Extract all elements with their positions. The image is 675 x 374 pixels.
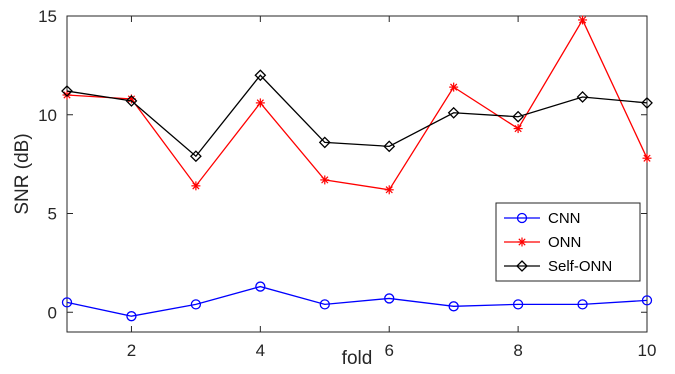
data-point-cnn <box>319 299 330 310</box>
series-cnn <box>61 281 653 322</box>
data-point-cnn <box>577 299 588 310</box>
x-tick-label: 8 <box>513 341 522 360</box>
series-line-cnn <box>66 285 648 317</box>
legend: CNN ONN Self-ONN <box>495 202 641 282</box>
star-stroke <box>256 99 264 107</box>
data-point-onn <box>578 15 588 25</box>
data-point-onn <box>513 124 523 134</box>
data-point-cnn <box>512 299 524 310</box>
data-point-cnn <box>384 293 395 304</box>
data-point-cnn <box>126 311 137 322</box>
data-point-self-onn <box>189 150 202 163</box>
data-point-self-onn <box>512 110 525 123</box>
x-tick-label: 4 <box>256 341 265 360</box>
data-point-self-onn <box>318 136 331 149</box>
data-point-self-onn <box>447 106 460 119</box>
data-point-onn <box>191 181 201 191</box>
axis-layer: 2 4 6 8 10 0 5 10 15 <box>38 7 656 360</box>
x-axis-title: fold <box>342 348 373 369</box>
data-point-self-onn <box>61 85 73 97</box>
x-tick-label: 6 <box>384 341 393 360</box>
data-point-onn <box>255 98 265 108</box>
data-point-onn <box>449 82 459 92</box>
legend-entry-self-onn: Self-ONN <box>504 258 612 275</box>
data-point-cnn <box>255 281 266 292</box>
y-axis-title: SNR (dB) <box>12 133 33 214</box>
data-point-cnn <box>641 295 653 306</box>
star-stroke <box>321 176 329 184</box>
star-stroke <box>514 124 522 133</box>
y-tick-label: 10 <box>38 106 57 125</box>
data-point-cnn <box>448 301 459 312</box>
data-point-cnn <box>61 297 73 308</box>
y-tick-label: 5 <box>48 205 57 224</box>
legend-label: ONN <box>548 234 581 251</box>
plot-frame <box>66 15 648 333</box>
star-stroke <box>518 238 526 246</box>
series-self-onn <box>61 69 653 163</box>
data-point-onn <box>320 175 330 185</box>
series-onn <box>62 15 652 195</box>
star-stroke <box>643 154 651 162</box>
plot-area <box>66 15 648 333</box>
data-point-onn <box>384 185 394 195</box>
data-point-self-onn <box>576 91 589 103</box>
data-point-cnn <box>190 299 202 310</box>
legend-marker <box>517 237 527 247</box>
legend-marker <box>516 212 528 224</box>
x-tick-label: 2 <box>127 341 136 360</box>
y-tick-label: 15 <box>38 7 57 26</box>
star-stroke <box>450 83 458 91</box>
series-line-self-onn <box>66 74 648 158</box>
series-layer <box>61 15 653 322</box>
data-point-self-onn <box>125 95 138 107</box>
legend-entry-cnn: CNN <box>504 210 581 227</box>
legend-entry-onn: ONN <box>504 234 581 251</box>
legend-marker <box>516 260 528 272</box>
data-point-self-onn <box>383 140 396 153</box>
data-point-onn <box>642 153 652 163</box>
legend-label: CNN <box>548 210 581 227</box>
data-point-self-onn <box>641 96 653 109</box>
series-line-onn <box>66 18 648 191</box>
star-stroke <box>63 91 71 99</box>
star-stroke <box>385 186 393 194</box>
data-point-onn <box>62 90 72 100</box>
data-point-self-onn <box>254 69 267 82</box>
x-tick-label: 10 <box>638 341 657 360</box>
legend-label: Self-ONN <box>548 258 612 275</box>
y-tick-label: 0 <box>48 303 57 322</box>
star-stroke <box>578 16 587 24</box>
star-stroke <box>192 182 200 190</box>
